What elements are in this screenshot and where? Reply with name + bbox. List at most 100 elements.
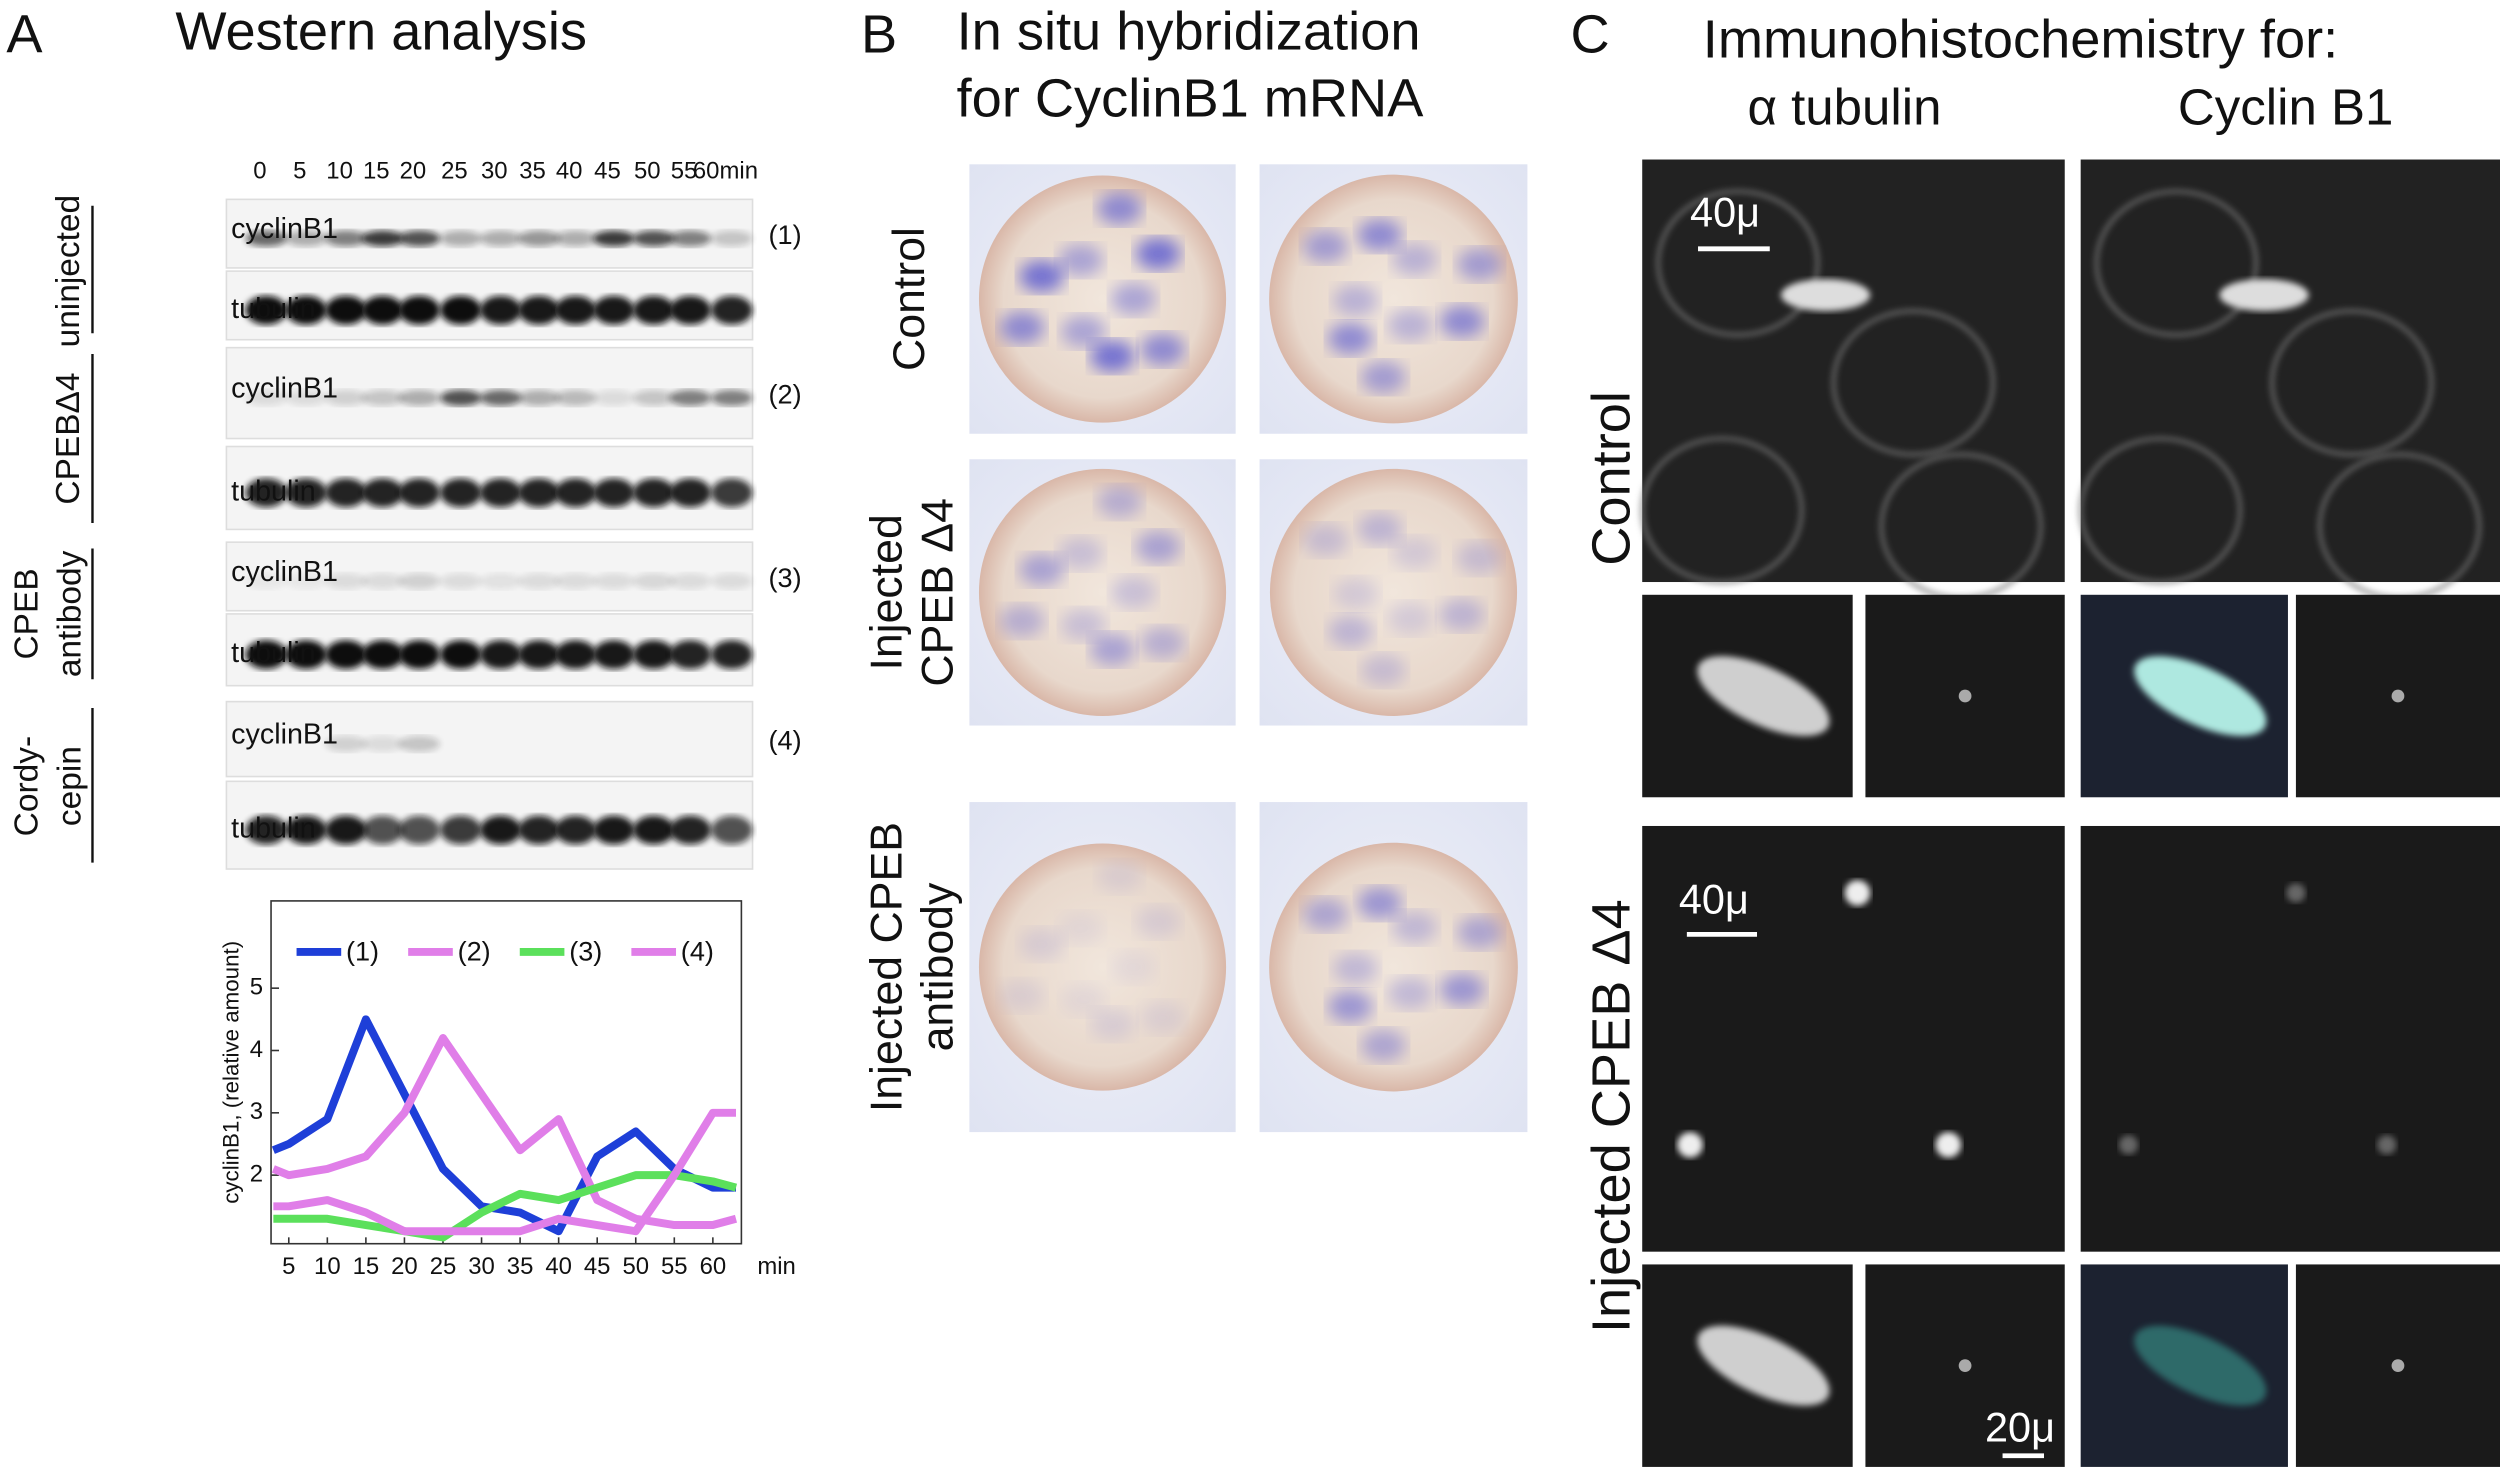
blot-band xyxy=(285,640,327,669)
cell-outline xyxy=(2079,436,2242,584)
data-line xyxy=(271,1034,738,1229)
scale-label: 20μ xyxy=(1985,1403,2055,1450)
blot-band xyxy=(440,815,482,845)
stain xyxy=(1111,951,1156,984)
micrograph xyxy=(1642,159,2065,583)
blot-band xyxy=(711,389,753,406)
blot-band xyxy=(593,815,635,845)
blot-band xyxy=(711,478,753,508)
blot-band xyxy=(285,573,327,590)
scale-label: 40μ xyxy=(1690,188,1760,235)
blot-band xyxy=(479,230,522,247)
x-tick-label: 10 xyxy=(314,1253,341,1280)
timepoint-label: 35 xyxy=(519,158,546,185)
blot-band xyxy=(711,573,753,590)
stain xyxy=(1456,542,1502,574)
blot-band xyxy=(325,478,367,508)
stain xyxy=(1439,973,1485,1006)
stain xyxy=(1061,315,1106,348)
blot-band xyxy=(554,478,597,508)
blot-band xyxy=(669,295,712,325)
stain xyxy=(1140,333,1185,366)
blot-band xyxy=(325,815,367,845)
blot-band xyxy=(245,389,287,406)
stain xyxy=(1019,260,1065,293)
stain xyxy=(1392,911,1437,944)
row-label: CPEB xyxy=(9,568,46,659)
blot-band xyxy=(518,389,560,406)
x-tick-label: 35 xyxy=(507,1253,534,1280)
blot-band xyxy=(593,478,635,508)
stain xyxy=(1303,230,1348,263)
blot-band xyxy=(361,230,404,247)
blot-band xyxy=(518,478,560,508)
blot-band xyxy=(361,640,404,669)
stain xyxy=(1303,524,1349,557)
stain xyxy=(1058,912,1104,945)
row-label: cepin xyxy=(52,746,89,826)
row-number: (2) xyxy=(768,378,801,409)
blot-band xyxy=(669,230,712,247)
blot-band xyxy=(479,389,522,406)
column-label: α tubulin xyxy=(1747,78,1941,135)
blot-band xyxy=(440,295,482,325)
band-label: cyclinB1 xyxy=(231,718,338,750)
blot-band xyxy=(518,230,560,247)
stain xyxy=(1439,305,1485,338)
blot-band xyxy=(554,573,597,590)
stain xyxy=(1387,602,1433,635)
legend-label: (4) xyxy=(681,936,714,967)
stain xyxy=(1140,627,1185,659)
band-label: cyclinB1 xyxy=(231,213,338,245)
stain xyxy=(1019,553,1065,586)
stain xyxy=(1392,537,1437,570)
y-axis-label: cyclinB1, (relative amount) xyxy=(219,941,244,1204)
blot-band xyxy=(325,573,367,590)
blot-band xyxy=(554,389,597,406)
stain xyxy=(1097,192,1143,225)
legend-label: (3) xyxy=(569,936,602,967)
blot-band xyxy=(518,815,560,845)
blot-band xyxy=(554,230,597,247)
blot-band xyxy=(711,295,753,325)
stain xyxy=(1457,248,1502,281)
blot-band xyxy=(245,295,287,325)
y-tick-label: 2 xyxy=(250,1160,263,1187)
timepoint-label: 20 xyxy=(400,158,427,185)
timepoint-label: 5 xyxy=(293,158,306,185)
stain xyxy=(1387,309,1433,342)
stain xyxy=(1097,860,1143,893)
blot-band xyxy=(554,815,597,845)
blot-band xyxy=(325,735,367,752)
stain xyxy=(1360,1029,1406,1062)
stain xyxy=(1090,340,1135,373)
x-axis-label: min xyxy=(757,1253,796,1280)
stain xyxy=(1135,905,1181,938)
blot-strip xyxy=(225,700,754,778)
stain xyxy=(1058,537,1104,570)
blot-band xyxy=(361,735,404,752)
blot-band xyxy=(632,640,675,669)
blot-band xyxy=(632,815,675,845)
row-label: antibody xyxy=(52,550,89,677)
panel-letter: C xyxy=(1570,5,1609,65)
row-number: (1) xyxy=(768,219,801,250)
row-number: (4) xyxy=(768,724,801,755)
blot-band xyxy=(669,478,712,508)
legend-label: (1) xyxy=(346,936,379,967)
blot-band xyxy=(593,295,635,325)
blot-band xyxy=(398,295,441,325)
blot-band xyxy=(554,295,597,325)
row-number: (3) xyxy=(768,562,801,593)
blot-band xyxy=(245,230,287,247)
blot-band xyxy=(440,478,482,508)
band-label: cyclinB1 xyxy=(231,372,338,404)
spindle xyxy=(1697,656,1830,736)
panel-title: Western analysis xyxy=(175,2,587,62)
panel-letter: A xyxy=(6,5,43,65)
blot-band xyxy=(479,640,522,669)
blot-band xyxy=(245,640,287,669)
row-label: Cordy- xyxy=(9,736,46,836)
timepoint-label: 0 xyxy=(253,158,266,185)
stain xyxy=(1360,361,1406,394)
